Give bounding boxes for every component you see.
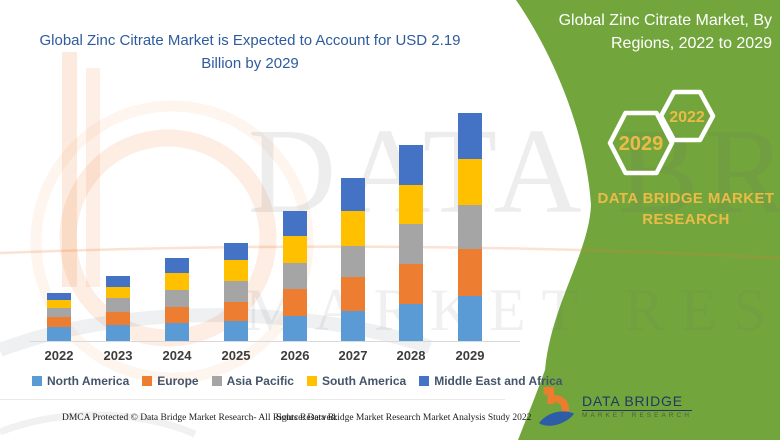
legend-item: North America (32, 374, 129, 388)
bar-segment (399, 184, 423, 225)
bar-segment (165, 273, 189, 290)
legend-swatch (306, 376, 317, 386)
stacked-bar-2022 (47, 293, 71, 341)
bar-segment (47, 300, 71, 308)
x-axis-label: 2028 (396, 348, 426, 363)
footer-divider (0, 399, 505, 400)
bar-segment (106, 298, 130, 312)
bar-segment (341, 310, 365, 341)
logo-subtitle: MARKET RESEARCH (582, 412, 692, 420)
legend-swatch (142, 376, 153, 386)
bar-segment (458, 112, 482, 159)
bar-segment (399, 263, 423, 304)
brand-text: DATA BRIDGE MARKET RESEARCH (570, 188, 780, 230)
panel-title-line2: Regions, 2022 to 2029 (610, 34, 772, 52)
stacked-bar-2028 (399, 145, 423, 341)
x-axis-label: 2029 (455, 348, 485, 363)
footer-source-text: Source: Data Bridge Market Research Mark… (276, 413, 532, 423)
chart-legend: North America Europe Asia Pacific South Ame… (32, 374, 562, 388)
logo-title: DATA BRIDGE (582, 393, 692, 411)
bar-segment (165, 306, 189, 324)
stacked-bar-2029 (458, 112, 482, 341)
legend-swatch (32, 376, 42, 386)
hexagon-2029-label: 2029 (619, 133, 664, 155)
bar-segment (165, 289, 189, 307)
brand-text-line2: RESEARCH (642, 211, 730, 228)
watermark-row2: MARKET RESEARCH (245, 277, 780, 343)
hexagon-2022-label: 2022 (669, 109, 705, 126)
bar-segment (106, 286, 130, 299)
bar-segment (341, 277, 365, 311)
chart-title-line1: Global Zinc Citrate Market is Expected t… (39, 32, 461, 49)
bar-segment (399, 303, 423, 341)
bar-segment (341, 246, 365, 278)
x-axis-label: 2023 (103, 348, 133, 363)
bar-segment (165, 257, 189, 274)
bar-segment (341, 210, 365, 247)
legend-item: South America (306, 374, 407, 388)
x-axis-line (30, 341, 520, 342)
stacked-bar-2025 (224, 243, 248, 341)
chart-title: Global Zinc Citrate Market is Expected t… (28, 30, 472, 75)
footer-dmca-text: DMCA Protected © Data Bridge Market Rese… (62, 413, 338, 423)
brand-text-line1: DATA BRIDGE MARKET (597, 190, 775, 207)
stacked-bar-2024 (165, 257, 189, 341)
bar-segment (47, 293, 71, 301)
legend-item: Asia Pacific (211, 374, 294, 388)
legend-label: North America (47, 374, 130, 388)
legend-label: South America (321, 374, 407, 388)
hexagon-2029 (607, 110, 675, 176)
bar-segment (224, 259, 248, 281)
stacked-bar-2026 (283, 210, 307, 341)
x-axis-label: 2026 (280, 348, 310, 363)
stacked-bar-2027 (341, 178, 365, 341)
legend-label: Middle East and Africa (434, 374, 563, 388)
x-axis-label: 2022 (44, 348, 74, 363)
bar-segment (224, 280, 248, 303)
panel-title-line1: Global Zinc Citrate Market, By (558, 12, 772, 29)
legend-item: Europe (142, 374, 199, 388)
bar-segment (341, 178, 365, 211)
hexagon-2022 (658, 89, 716, 143)
bar-segment (458, 296, 482, 341)
bar-segment (47, 327, 71, 341)
bar-segment (224, 302, 248, 322)
chart-title-line2: Billion by 2029 (201, 54, 299, 72)
bar-segment (224, 321, 248, 341)
bar-segment (283, 262, 307, 289)
x-axis-label: 2027 (338, 348, 368, 363)
x-axis-label: 2025 (221, 348, 251, 363)
bar-segment (399, 145, 423, 185)
panel-title: Global Zinc Citrate Market, By Regions, … (538, 10, 772, 55)
data-bridge-logo: DATA BRIDGE MARKET RESEARCH (538, 383, 692, 429)
legend-swatch (211, 376, 222, 386)
legend-swatch (419, 376, 430, 386)
data-bridge-logo-icon (538, 387, 575, 426)
legend-label: Europe (157, 374, 199, 388)
bar-segment (458, 204, 482, 250)
bar-segment (106, 325, 130, 341)
bar-segment (224, 243, 248, 260)
bar-segment (165, 323, 189, 341)
logo-wordmark: DATA BRIDGE MARKET RESEARCH (582, 393, 692, 420)
x-axis-label: 2024 (162, 348, 192, 363)
bar-segment (47, 317, 71, 328)
legend-item: Middle East and Africa (419, 374, 562, 388)
bar-segment (47, 307, 71, 318)
legend-label: Asia Pacific (226, 374, 294, 388)
bar-segment (283, 316, 307, 341)
bar-segment (283, 288, 307, 316)
bar-segment (106, 311, 130, 326)
bar-segment (106, 276, 130, 287)
bar-segment (458, 249, 482, 297)
bar-segment (283, 210, 307, 236)
bar-segment (283, 235, 307, 263)
stacked-bar-2023 (106, 276, 130, 341)
bar-segment (399, 224, 423, 264)
bar-segment (458, 158, 482, 205)
